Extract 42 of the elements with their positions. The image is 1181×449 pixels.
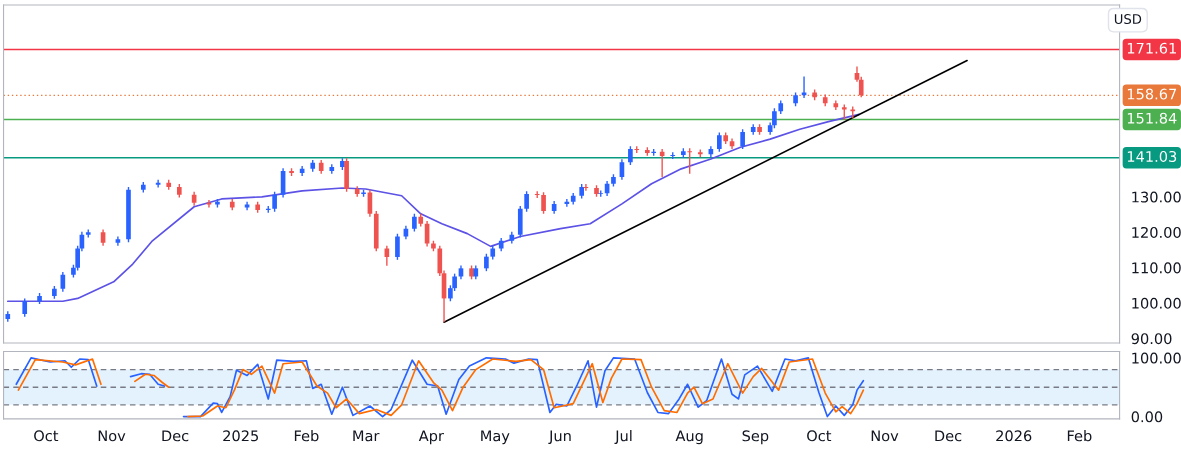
candlestick bbox=[801, 75, 807, 99]
ref-line-label: 171.61 bbox=[1127, 42, 1176, 54]
x-tick-label: Nov bbox=[98, 430, 126, 442]
y-tick-label: 100.00 bbox=[1132, 352, 1181, 364]
x-tick-label: May bbox=[481, 430, 510, 445]
candlestick bbox=[22, 297, 28, 318]
x-tick-label: Oct bbox=[807, 430, 832, 442]
candlestick bbox=[541, 191, 546, 215]
x-tick-label: 2026 bbox=[996, 430, 1032, 442]
x-tick-label: Sep bbox=[742, 430, 769, 445]
y-tick-label: 130.00 bbox=[1132, 191, 1181, 203]
x-tick-label: Jul bbox=[614, 430, 632, 445]
y-tick-label: 120.00 bbox=[1132, 226, 1181, 238]
y-tick-label: 0.00 bbox=[1131, 411, 1163, 423]
x-tick-label: Dec bbox=[162, 430, 189, 442]
x-tick-label: 2025 bbox=[223, 430, 259, 442]
x-tick-label: Dec bbox=[935, 430, 962, 442]
line-series bbox=[6, 113, 860, 303]
x-tick-label: Feb bbox=[1067, 430, 1092, 442]
ref-line-label: 158.67 bbox=[1127, 88, 1177, 100]
ref-line-label: 151.84 bbox=[1127, 112, 1177, 124]
candlestick bbox=[524, 190, 529, 213]
x-tick-label: Mar bbox=[353, 430, 380, 442]
x-tick-label: Apr bbox=[418, 430, 444, 445]
candlestick bbox=[687, 147, 693, 175]
annotation: USD bbox=[1114, 14, 1142, 25]
ref-line-label: 141.03 bbox=[1127, 150, 1177, 162]
x-tick-label: Oct bbox=[34, 430, 59, 442]
x-tick-label: Feb bbox=[294, 430, 319, 442]
candlestick bbox=[206, 199, 212, 209]
y-tick-label: 110.00 bbox=[1132, 262, 1181, 274]
x-tick-label: Aug bbox=[675, 430, 703, 445]
candlestick bbox=[115, 235, 121, 247]
candlestick bbox=[717, 131, 722, 153]
y-tick-label: 90.00 bbox=[1131, 333, 1172, 345]
candlestick bbox=[740, 128, 745, 150]
candlestick bbox=[628, 145, 633, 166]
x-tick-label: Jun bbox=[548, 430, 571, 445]
candlestick bbox=[272, 191, 277, 213]
candlestick bbox=[395, 232, 400, 261]
y-tick-label: 100.00 bbox=[1132, 297, 1181, 309]
x-tick-label: Nov bbox=[871, 430, 899, 442]
